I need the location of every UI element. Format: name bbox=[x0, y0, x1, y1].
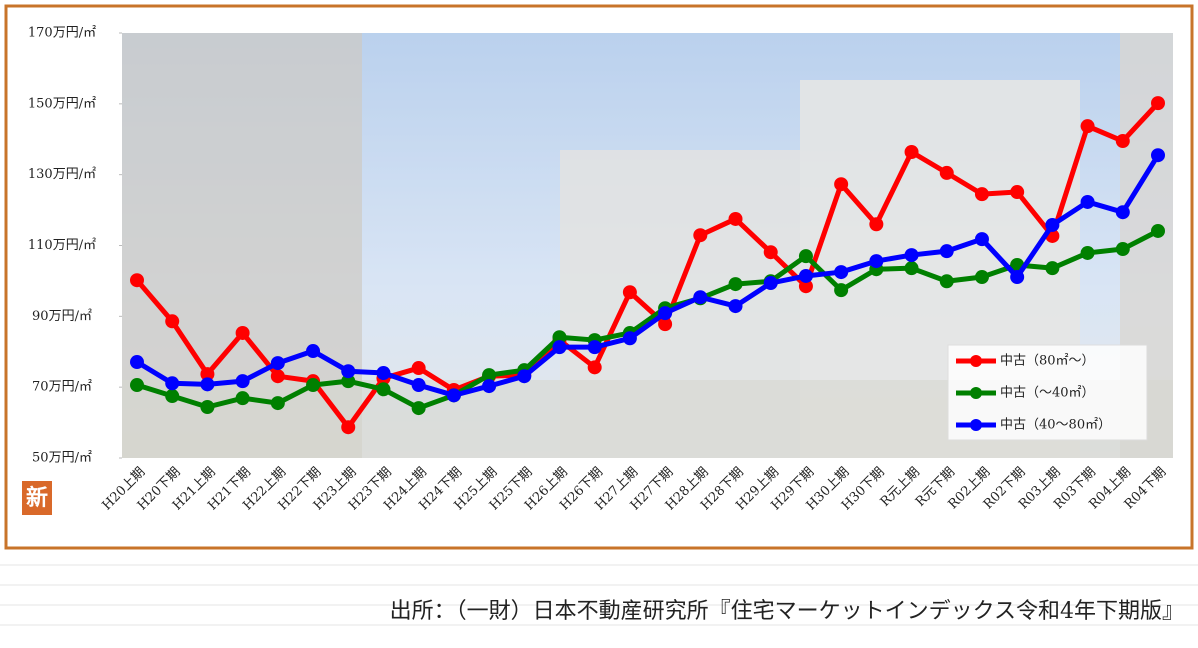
data-point bbox=[552, 340, 567, 355]
data-point bbox=[165, 389, 180, 404]
y-tick-label: 170万円/㎡ bbox=[28, 26, 96, 41]
y-tick-label: 50万円/㎡ bbox=[32, 451, 92, 466]
data-point bbox=[130, 378, 144, 393]
data-point bbox=[939, 274, 954, 289]
data-point bbox=[235, 374, 250, 389]
data-point bbox=[552, 330, 567, 345]
data-point bbox=[1115, 242, 1130, 257]
data-point bbox=[517, 369, 532, 384]
y-tick-label: 110万円/㎡ bbox=[28, 238, 96, 253]
data-point bbox=[1010, 185, 1025, 200]
data-point bbox=[235, 325, 250, 340]
data-point bbox=[306, 344, 321, 359]
data-point bbox=[834, 283, 849, 298]
legend-marker bbox=[970, 387, 982, 399]
data-point bbox=[446, 388, 461, 403]
data-point bbox=[200, 377, 215, 392]
data-point bbox=[622, 285, 637, 300]
data-point bbox=[411, 401, 426, 416]
data-point bbox=[974, 270, 989, 285]
data-point bbox=[974, 232, 989, 247]
data-point bbox=[270, 356, 285, 371]
data-point bbox=[1151, 223, 1165, 238]
data-point bbox=[270, 369, 285, 384]
legend-label: 中古（40～80㎡） bbox=[1000, 418, 1111, 433]
data-point bbox=[235, 391, 250, 406]
data-point bbox=[869, 217, 884, 232]
data-point bbox=[763, 276, 778, 291]
badge: 新 bbox=[26, 485, 48, 511]
data-point bbox=[1045, 217, 1060, 232]
data-point bbox=[1115, 205, 1130, 220]
sheet-grid bbox=[0, 564, 1198, 626]
data-point bbox=[728, 277, 743, 292]
data-point bbox=[658, 306, 673, 321]
data-point bbox=[728, 299, 743, 314]
data-point bbox=[341, 374, 356, 389]
data-point bbox=[1045, 261, 1060, 276]
data-point bbox=[376, 382, 391, 397]
data-point bbox=[834, 265, 849, 280]
data-point bbox=[411, 361, 426, 376]
data-point bbox=[587, 340, 602, 355]
source-note: 出所：（一財）日本不動産研究所『住宅マーケットインデックス令和4年下期版』 bbox=[390, 599, 1184, 624]
data-point bbox=[200, 400, 215, 414]
data-point bbox=[1080, 245, 1095, 260]
data-point bbox=[165, 314, 180, 329]
data-point bbox=[270, 396, 285, 411]
data-point bbox=[658, 317, 673, 332]
data-point bbox=[869, 254, 884, 269]
data-point bbox=[411, 378, 426, 393]
data-point bbox=[693, 290, 708, 305]
data-point bbox=[200, 367, 215, 382]
data-point bbox=[341, 420, 356, 435]
data-point bbox=[904, 248, 919, 263]
data-point bbox=[165, 376, 180, 391]
data-point bbox=[1010, 270, 1025, 285]
data-point bbox=[130, 273, 144, 288]
data-point bbox=[798, 249, 813, 264]
data-point bbox=[587, 360, 602, 375]
data-point bbox=[130, 355, 144, 370]
data-point bbox=[834, 177, 849, 192]
y-tick-label: 150万円/㎡ bbox=[28, 96, 96, 111]
badge-box bbox=[22, 481, 52, 515]
data-point bbox=[693, 228, 708, 243]
data-point bbox=[376, 366, 391, 380]
data-point bbox=[904, 261, 919, 276]
data-point bbox=[482, 379, 497, 394]
y-tick-label: 90万円/㎡ bbox=[32, 309, 92, 324]
data-point bbox=[1080, 194, 1095, 209]
legend-marker bbox=[970, 355, 982, 367]
legend-label: 中古（80㎡～） bbox=[1000, 354, 1095, 369]
data-point bbox=[1115, 134, 1130, 149]
data-point bbox=[1080, 119, 1095, 134]
data-point bbox=[798, 268, 813, 283]
data-point bbox=[622, 331, 637, 346]
y-tick-label: 130万円/㎡ bbox=[28, 167, 96, 182]
data-point bbox=[341, 364, 356, 379]
data-point bbox=[798, 279, 813, 294]
data-point bbox=[1151, 96, 1165, 111]
y-tick-label: 70万円/㎡ bbox=[32, 380, 92, 395]
data-point bbox=[939, 165, 954, 180]
data-point bbox=[306, 378, 321, 393]
data-point bbox=[763, 245, 778, 260]
data-point bbox=[1151, 148, 1165, 163]
data-point bbox=[939, 244, 954, 259]
legend-label: 中古（～40㎡） bbox=[1000, 386, 1095, 401]
legend-marker bbox=[970, 419, 982, 431]
data-point bbox=[974, 187, 989, 202]
data-point bbox=[904, 145, 919, 159]
data-point bbox=[728, 211, 743, 226]
data-point bbox=[482, 368, 497, 383]
